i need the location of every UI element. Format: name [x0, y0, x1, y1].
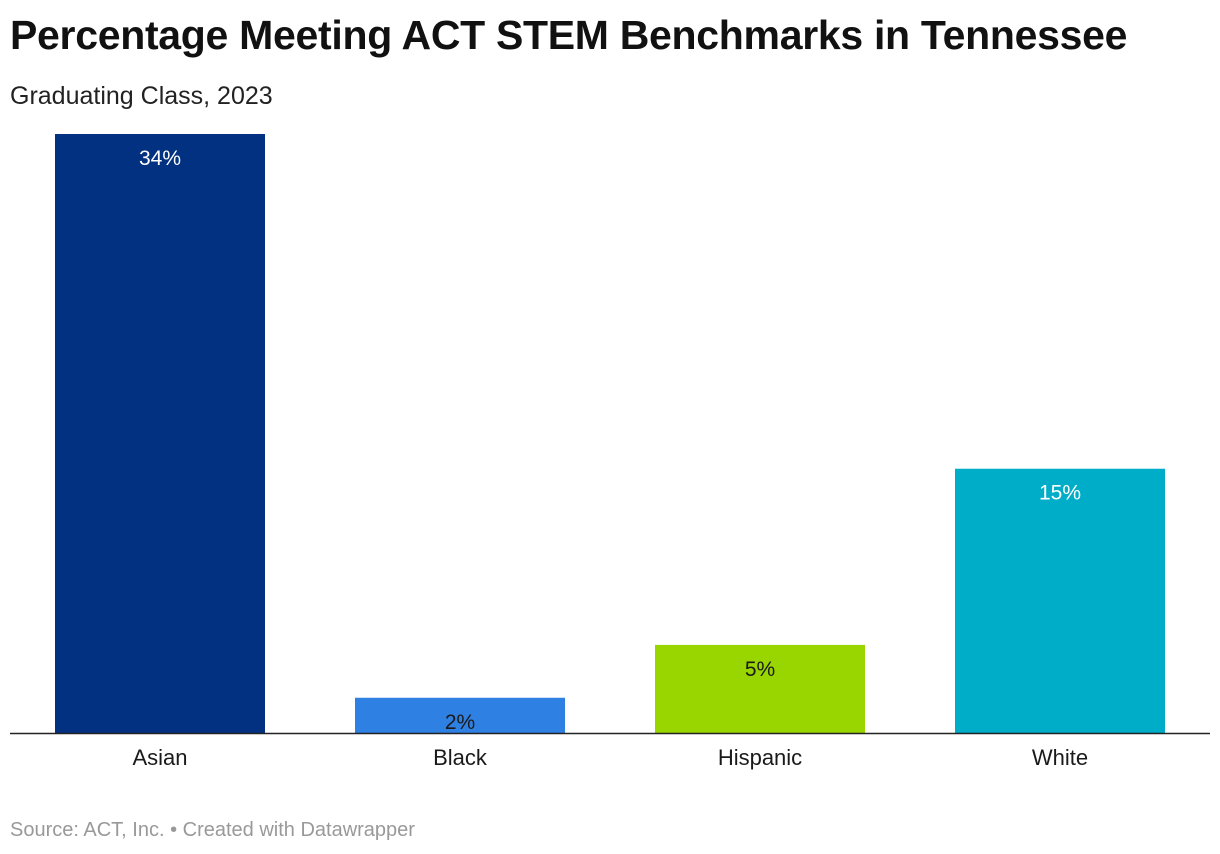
- x-tick-label: White: [1032, 745, 1088, 770]
- bar-asian: [55, 134, 265, 733]
- bar-hispanic: [655, 644, 865, 733]
- chart-subtitle: Graduating Class, 2023: [10, 82, 273, 110]
- bar-black: [355, 697, 565, 733]
- source-footer: Source: ACT, Inc. • Created with Datawra…: [10, 819, 415, 841]
- x-tick-label: Asian: [132, 745, 187, 770]
- bar-white: [955, 468, 1165, 733]
- bar-value-label: 2%: [445, 711, 475, 734]
- bar-value-label: 5%: [745, 658, 775, 681]
- chart-title: Percentage Meeting ACT STEM Benchmarks i…: [10, 12, 1128, 58]
- x-tick-label: Black: [433, 745, 488, 770]
- x-tick-label: Hispanic: [718, 745, 802, 770]
- bar-value-label: 15%: [1039, 482, 1081, 505]
- bar-value-label: 34%: [139, 147, 181, 170]
